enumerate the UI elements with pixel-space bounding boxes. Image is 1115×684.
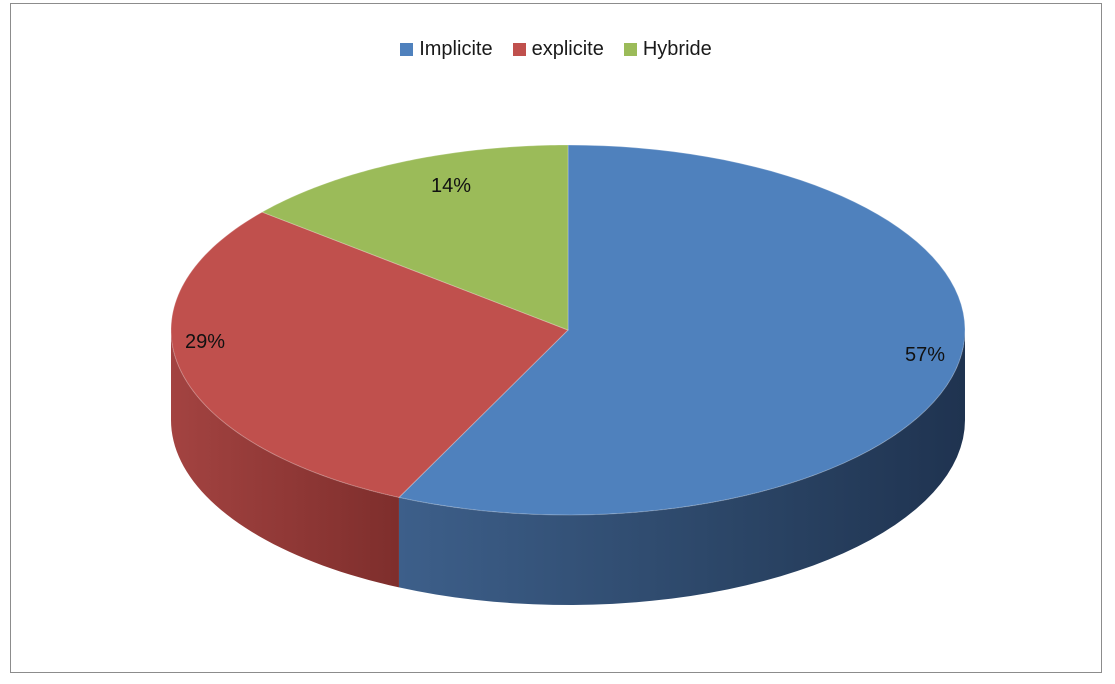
pie-slice-explicite — [170, 211, 569, 498]
legend-item-implicite: Implicite — [400, 38, 493, 61]
legend-label-hybride: Hybride — [642, 38, 712, 60]
legend-swatch-explicite — [512, 43, 526, 56]
legend-swatch-hybride — [623, 43, 637, 56]
legend-swatch-implicite — [400, 43, 414, 56]
legend: Implicite explicite Hybride — [11, 38, 1101, 61]
legend-label-implicite: Implicite — [419, 38, 493, 60]
pie-side-implicite — [398, 330, 966, 605]
pie-slice-hybride — [260, 144, 569, 331]
legend-item-hybride: Hybride — [623, 38, 712, 61]
data-label-explicite: 29% — [185, 331, 225, 353]
legend-item-explicite: explicite — [512, 38, 604, 61]
data-label-hybride: 14% — [431, 175, 471, 197]
legend-label-explicite: explicite — [531, 38, 604, 60]
pie-slice-implicite — [397, 144, 966, 516]
data-label-implicite: 57% — [905, 344, 945, 366]
pie-side-explicite — [171, 330, 399, 588]
